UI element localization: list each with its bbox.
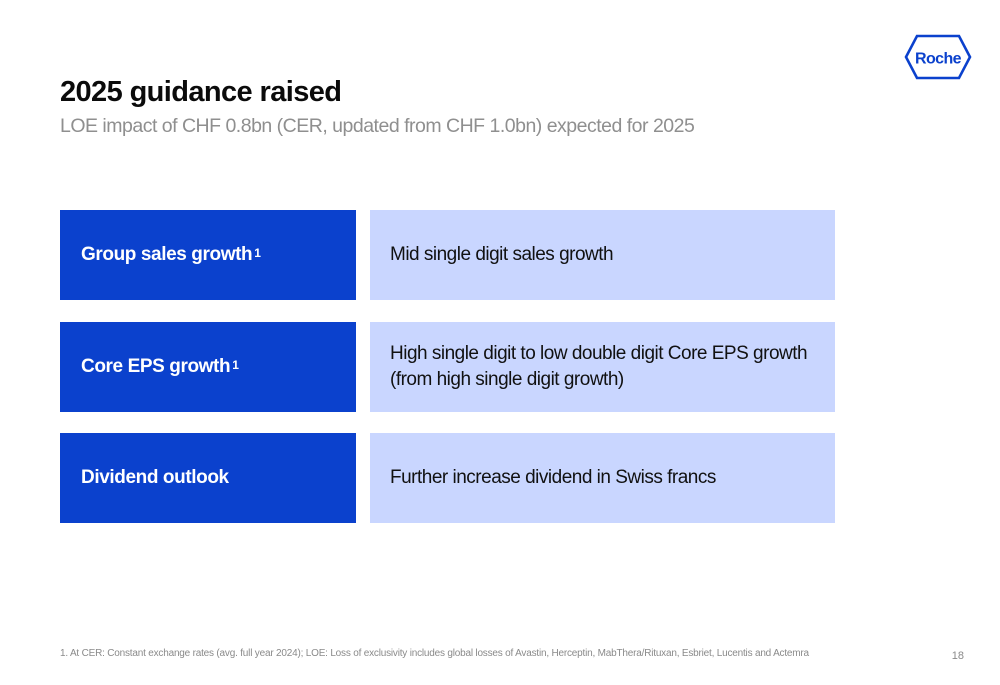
- guidance-value-box: Further increase dividend in Swiss franc…: [370, 433, 835, 523]
- footnote-marker: 1: [232, 358, 239, 372]
- guidance-row-group-sales: Group sales growth 1 Mid single digit sal…: [60, 210, 835, 300]
- page-title: 2025 guidance raised: [60, 76, 342, 108]
- guidance-label-box: Group sales growth 1: [60, 210, 356, 300]
- guidance-value: Mid single digit sales growth: [390, 244, 614, 265]
- guidance-label: Dividend outlook: [81, 467, 229, 488]
- page-subtitle: LOE impact of CHF 0.8bn (CER, updated fr…: [60, 115, 695, 137]
- roche-logo: Roche: [904, 34, 972, 80]
- guidance-label: Core EPS growth: [81, 356, 231, 377]
- guidance-value: High single digit to low double digit Co…: [390, 343, 808, 390]
- page-number: 18: [951, 650, 964, 662]
- guidance-label: Group sales growth: [81, 244, 253, 265]
- footnote: 1. At CER: Constant exchange rates (avg.…: [60, 648, 809, 659]
- footnote-marker: 1: [254, 246, 261, 260]
- guidance-value-box: Mid single digit sales growth: [370, 210, 835, 300]
- guidance-row-core-eps: Core EPS growth 1 High single digit to lo…: [60, 322, 835, 412]
- guidance-row-dividend: Dividend outlook Further increase divide…: [60, 433, 835, 523]
- guidance-label-box: Dividend outlook: [60, 433, 356, 523]
- roche-logo-text: Roche: [915, 51, 962, 68]
- roche-logo-hexagon: [904, 34, 972, 80]
- guidance-value-box: High single digit to low double digit Co…: [370, 322, 835, 412]
- guidance-value: Further increase dividend in Swiss franc…: [390, 467, 716, 488]
- guidance-label-box: Core EPS growth 1: [60, 322, 356, 412]
